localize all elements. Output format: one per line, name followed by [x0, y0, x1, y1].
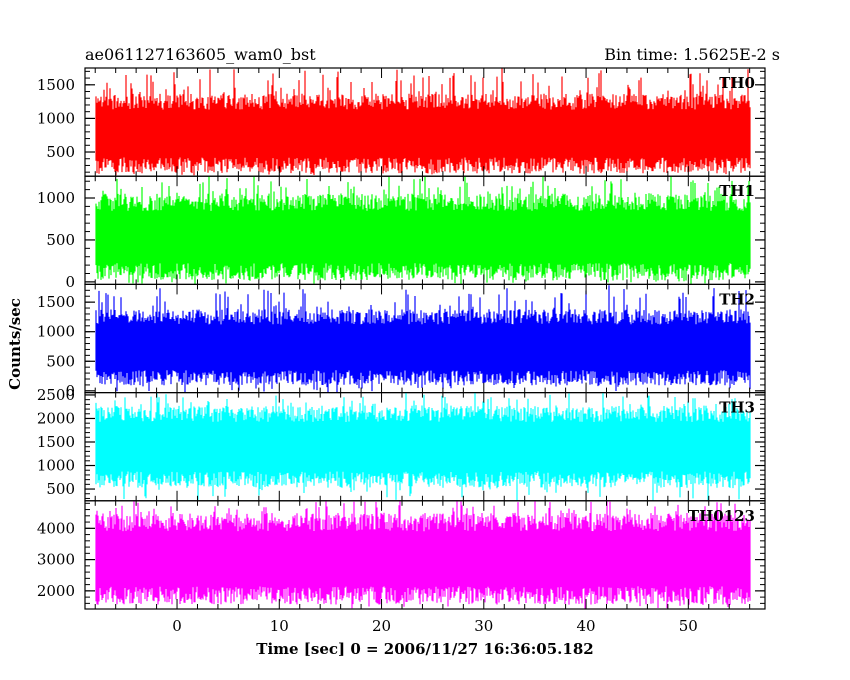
y-tick-label: 1000: [37, 323, 75, 341]
series-label-th0123: TH0123: [688, 507, 755, 525]
y-axis-title: Counts/sec: [6, 298, 24, 390]
panel-frame: [84, 500, 766, 610]
x-axis-title: Time [sec] 0 = 2006/11/27 16:36:05.182: [256, 640, 593, 658]
y-tick-label: 500: [46, 480, 75, 498]
y-tick-label: 500: [46, 231, 75, 249]
y-tick-label: 2000: [37, 582, 75, 600]
y-tick-label: 1500: [37, 293, 75, 311]
panel-th1: 0 500 1000 TH1: [37, 175, 766, 291]
panel-th0: 500 1000 1500 TH0: [37, 67, 766, 177]
y-tick-label: 2500: [37, 386, 75, 404]
x-tick-label: 20: [372, 617, 391, 635]
x-tick-label: 40: [577, 617, 596, 635]
x-tick-label: 0: [172, 617, 182, 635]
y-tick-label: 1500: [37, 433, 75, 451]
x-tick-label: 50: [679, 617, 698, 635]
series-label-th1: TH1: [719, 182, 755, 200]
x-tick-label: 30: [474, 617, 493, 635]
series-label-th2: TH2: [719, 290, 755, 308]
panel-th3: 500 1000 1500 2000 2500 TH3: [37, 386, 766, 502]
panel-th2: 0 500 1000 1500 TH2: [37, 283, 766, 400]
series-th2-line: [95, 285, 751, 393]
y-tick-label: 1000: [37, 189, 75, 207]
y-tick-label: 1000: [37, 109, 75, 127]
series-th3-line: [95, 392, 751, 501]
series-th0-line: [95, 68, 751, 176]
y-tick-label: 1500: [37, 76, 75, 94]
x-axis: 0 10 20 30 40 50: [172, 617, 698, 635]
chart-header-right: Bin time: 1.5625E-2 s: [604, 45, 780, 64]
y-tick-label: 4000: [37, 519, 75, 537]
y-tick-label: 1000: [37, 457, 75, 475]
series-label-th0: TH0: [719, 74, 755, 92]
y-tick-label: 3000: [37, 551, 75, 569]
y-tick-label: 0: [65, 273, 75, 291]
series-th1-line: [95, 176, 751, 285]
x-tick-label: 10: [270, 617, 289, 635]
series-label-th3: TH3: [719, 399, 755, 417]
panels: 500 1000 1500 TH0 0 500 1000 TH1 0 500 1000 1500 TH2…: [37, 67, 766, 610]
y-tick-label: 500: [46, 143, 75, 161]
y-tick-label: 2000: [37, 409, 75, 427]
y-tick-label: 0: [65, 382, 75, 400]
y-tick-label: 500: [46, 352, 75, 370]
series-th0123-line: [95, 500, 751, 609]
chart-header-left: ae061127163605_wam0_bst: [85, 45, 316, 64]
panel-th0123: 2000 3000 4000 TH0123: [37, 500, 766, 610]
